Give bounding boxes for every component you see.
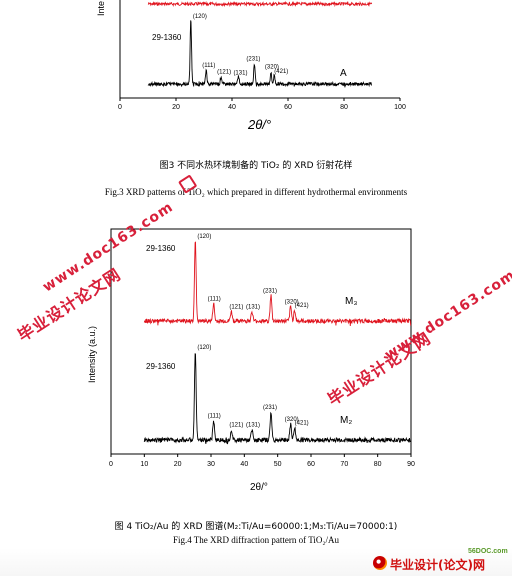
fig4-caption-en: Fig.4 The XRD diffraction pattern of TiO… bbox=[172, 535, 340, 545]
fig4-x-ticks: 0 10 20 30 40 50 60 70 80 90 bbox=[109, 454, 415, 468]
fig3-tick-label-1: 20 bbox=[172, 104, 180, 111]
fig4-series-m3-line bbox=[143, 241, 412, 327]
fig4-tick-label-5: 50 bbox=[274, 461, 282, 468]
badge-56doc: 56DOC.com bbox=[468, 548, 508, 555]
fig3-ylabel: Inte bbox=[96, 1, 106, 16]
fig3-tick-label-5: 100 bbox=[394, 104, 406, 111]
fig3-series-a-line bbox=[147, 20, 373, 88]
fig3-peak-label-3: (131) bbox=[233, 70, 247, 76]
fig3-tick-label-0: 0 bbox=[118, 104, 122, 111]
fig3-peak-label-2: (121) bbox=[217, 69, 231, 75]
fig4-ylabel: Intensity (a.u.) bbox=[87, 326, 97, 383]
fig4-ref-code-bottom: 29-1360 bbox=[146, 362, 176, 371]
fig4-tick-label-8: 80 bbox=[374, 461, 382, 468]
fig4-m3-peak-label-1: (111) bbox=[208, 296, 221, 302]
fig3-tick-label-3: 60 bbox=[284, 104, 292, 111]
footer-logo-bar bbox=[0, 548, 512, 576]
fig4-m2-peak-label-0: (120) bbox=[197, 345, 211, 351]
fig4-chart: Intensity (a.u.) 0 10 20 30 40 50 60 70 80 90 29-… bbox=[87, 228, 415, 493]
fig3-ref-code: 29-1360 bbox=[152, 33, 182, 42]
fig4-ref-code-top: 29-1360 bbox=[146, 244, 176, 253]
fig3-series-a bbox=[147, 20, 373, 88]
fig4-tick-label-2: 20 bbox=[174, 461, 182, 468]
fig3-chart: Inte 0 20 40 60 80 100 29-1360 (120) (111)(121… bbox=[96, 0, 406, 132]
fig4-m2-peak-label-5: (320) bbox=[285, 417, 299, 423]
fig4-m2-peak-label-4: (231) bbox=[263, 405, 277, 411]
fig4-series-m3-label: M₃ bbox=[345, 296, 357, 307]
fig3-caption-en: Fig.3 XRD patterns of TiO₂ which prepare… bbox=[104, 187, 408, 197]
fig3-peak-label-6: (421) bbox=[274, 69, 288, 75]
fig4-tick-label-4: 40 bbox=[240, 461, 248, 468]
fig3-peak-labels: (120) (111)(121) (131) (231) (320)(421) bbox=[193, 14, 288, 76]
fig4-series-m2-line bbox=[143, 353, 411, 445]
fig3-peak-label-4: (231) bbox=[246, 57, 260, 63]
fig4-m2-peak-label-1: (111) bbox=[208, 414, 221, 420]
fig4-m2-peak-label-6: (421) bbox=[295, 421, 309, 427]
fig4-xlabel: 2θ/° bbox=[250, 482, 268, 493]
fig4-m2-peak-label-3: (131) bbox=[246, 422, 260, 428]
fig3-caption-cn: 图3 不同水热环境制备的 TiO₂ 的 XRD 衍射花样 bbox=[159, 161, 353, 171]
logo-swirl-icon bbox=[373, 556, 387, 570]
fig4-m3-peak-label-2: (121) bbox=[229, 304, 243, 310]
fig3-series-red bbox=[147, 0, 373, 8]
fig3-tick-label-4: 80 bbox=[340, 104, 348, 111]
fig3-series-red-line bbox=[147, 0, 373, 8]
fig3-series-a-label: A bbox=[340, 68, 347, 79]
fig4-series-m2-label: M₂ bbox=[340, 415, 352, 426]
fig3-peak-label-1: (111) bbox=[202, 63, 215, 69]
fig4-tick-label-3: 30 bbox=[207, 461, 215, 468]
fig3-tick-label-2: 40 bbox=[228, 104, 236, 111]
fig4-m3-peak-label-4: (231) bbox=[263, 288, 277, 294]
fig4-m3-peak-label-5: (320) bbox=[285, 300, 299, 306]
fig4-m3-peak-label-0: (120) bbox=[197, 234, 211, 240]
fig4-tick-label-7: 70 bbox=[340, 461, 348, 468]
fig4-tick-label-1: 10 bbox=[140, 461, 148, 468]
fig3-xlabel: 2θ/° bbox=[247, 117, 271, 132]
fig4-m2-peak-label-2: (121) bbox=[229, 422, 243, 428]
fig4-series-m3 bbox=[143, 241, 412, 327]
fig4-peak-labels: (120)(111)(121) (131)(231)(320)(421)(120)… bbox=[197, 234, 308, 428]
fig4-m3-peak-label-3: (131) bbox=[246, 304, 260, 310]
fig4-tick-label-9: 90 bbox=[407, 461, 415, 468]
fig4-series-m2 bbox=[143, 353, 411, 445]
fig4-tick-label-0: 0 bbox=[109, 461, 113, 468]
fig3-peak-label-5: (320) bbox=[265, 64, 279, 70]
fig3-peak-label-0: (120) bbox=[193, 14, 207, 20]
fig4-caption-cn: 图 4 TiO₂/Au 的 XRD 图谱(M₂:Ti/Au=60000:1;M₃… bbox=[114, 522, 398, 532]
logo-text: 毕业设计(论文)网 bbox=[390, 558, 485, 572]
fig3-x-ticks: 0 20 40 60 80 100 bbox=[118, 98, 406, 111]
fig4-m3-peak-label-6: (421) bbox=[295, 303, 309, 309]
fig4-plot-frame bbox=[110, 228, 412, 455]
fig4-tick-label-6: 60 bbox=[307, 461, 315, 468]
